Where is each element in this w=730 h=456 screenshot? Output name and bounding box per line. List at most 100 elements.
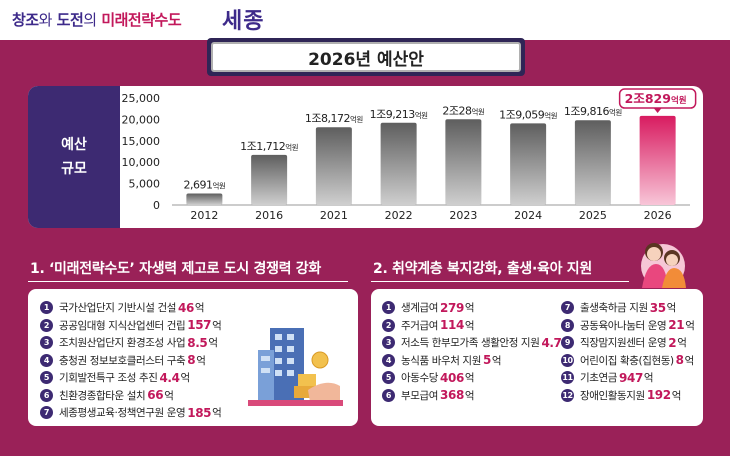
item-text: 부모급여 — [401, 389, 439, 402]
item-text: 저소득 한부모가족 생활안정 지원 — [401, 337, 540, 350]
chart-label-line1: 예산 — [61, 137, 87, 153]
section1-title: 1. ‘미래전략수도’ 자생력 제고로 도시 경쟁력 강화 — [30, 261, 321, 277]
item-unit: 억 — [164, 389, 174, 402]
item-unit: 억 — [464, 389, 475, 402]
list-item: 9 직장맘지원센터 운영 2 억 — [561, 334, 694, 352]
data-label-unit: 억원 — [212, 181, 225, 190]
city-logo: 세종 — [222, 9, 265, 34]
item-amount: 2 — [668, 335, 677, 350]
slogan: 창조와 도전의 미래전략수도 — [12, 9, 182, 30]
list-item: 2 공공임대형 지식산업센터 건립 157 억 — [40, 317, 222, 335]
item-text: 친환경종합타운 설치 — [59, 389, 146, 402]
item-number-badge: 12 — [561, 388, 574, 402]
data-label-value: 1조9,059 — [499, 108, 545, 121]
x-tick-label: 2021 — [320, 209, 348, 222]
item-text: 어린이집 확충(집현동) — [580, 354, 674, 367]
y-tick-label: 15,000 — [122, 135, 161, 148]
slogan-part3: 미래전략수도 — [101, 11, 182, 29]
item-unit: 억 — [666, 302, 677, 315]
item-amount: 8 — [675, 353, 684, 368]
data-label-unit: 억원 — [415, 111, 428, 120]
x-tick-label: 2025 — [579, 209, 607, 222]
data-label-value: 2,691 — [183, 178, 212, 191]
item-number-badge: 7 — [561, 301, 574, 315]
item-text: 직장맘지원센터 운영 — [580, 337, 667, 350]
item-amount: 368 — [440, 388, 464, 403]
list-item: 10 어린이집 확충(집현동) 8 억 — [561, 352, 694, 370]
item-number-badge: 10 — [561, 353, 574, 367]
slogan-part2: 도전 — [56, 11, 84, 29]
item-text: 농식품 바우처 지원 — [401, 354, 481, 367]
item-amount: 5 — [482, 353, 491, 368]
slogan-part1: 창조 — [12, 11, 39, 29]
x-tick-label: 2023 — [449, 209, 477, 222]
list-item: 11 기초연금 947 억 — [561, 369, 694, 387]
chart-label-line2: 규모 — [61, 161, 87, 177]
bar-2021 — [315, 127, 352, 205]
family-illustration-icon — [641, 243, 686, 288]
y-tick-label: 5,000 — [129, 178, 161, 191]
item-text: 출생축하금 지원 — [580, 302, 648, 315]
item-amount: 185 — [187, 405, 212, 420]
item-unit: 억 — [212, 407, 222, 420]
item-unit: 억 — [671, 389, 682, 402]
section1-divider — [28, 281, 348, 282]
x-tick-label: 2026 — [644, 209, 672, 222]
y-tick-label: 20,000 — [122, 113, 161, 126]
x-tick-label: 2022 — [385, 209, 413, 222]
item-amount: 8.5 — [187, 335, 208, 350]
bar-2025 — [574, 120, 611, 205]
data-label: 1조9,816억원 — [564, 105, 623, 118]
item-number-badge: 7 — [40, 406, 53, 420]
highlight-callout-pointer — [653, 108, 662, 113]
list-item: 5 기회발전특구 조성 추진 4.4 억 — [40, 369, 221, 387]
x-tick-label: 2016 — [255, 209, 283, 222]
item-number-badge: 3 — [382, 336, 395, 350]
item-text: 기초연금 — [580, 372, 618, 385]
list-item: 4 농식품 바우처 지원 5 억 — [382, 352, 572, 370]
data-label-value: 2조28 — [442, 104, 472, 117]
chart-label: 예산 규모 — [28, 86, 120, 228]
item-unit: 억 — [196, 354, 206, 367]
bar-2016 — [251, 154, 288, 205]
x-tick-label: 2012 — [190, 209, 218, 222]
list-item: 7 세종평생교육·정책연구원 운영 185 억 — [40, 404, 222, 422]
data-label-unit: 억원 — [350, 115, 363, 124]
item-number-badge: 2 — [382, 318, 395, 332]
item-text: 공동육아나눔터 운영 — [580, 319, 667, 332]
item-text: 세종평생교육·정책연구원 운영 — [59, 407, 186, 420]
list-item: 7 출생축하금 지원 35 억 — [561, 299, 694, 317]
item-amount: 46 — [178, 300, 194, 315]
x-tick-label: 2024 — [514, 209, 542, 222]
data-label-value: 1조8,172 — [305, 112, 350, 125]
item-amount: 279 — [440, 300, 464, 315]
item-number-badge: 6 — [382, 388, 395, 402]
item-number-badge: 9 — [561, 336, 574, 350]
item-amount: 21 — [668, 318, 685, 333]
header-bar — [0, 0, 730, 40]
list-item: 2 주거급여 114 억 — [382, 317, 572, 335]
item-number-badge: 1 — [40, 301, 53, 315]
list-item: 1 국가산업단지 기반시설 건설 46 억 — [40, 299, 221, 317]
data-label-unit: 억원 — [544, 111, 557, 120]
bar-2012 — [186, 193, 223, 205]
item-unit: 억 — [491, 354, 502, 367]
list-item: 4 충청권 정보보호클러스터 구축 8 억 — [40, 352, 221, 370]
item-amount: 35 — [649, 300, 666, 315]
bar-2022 — [380, 122, 417, 205]
section2-title: 2. 취약계층 복지강화, 출생·육아 지원 — [373, 261, 592, 277]
item-unit: 억 — [684, 354, 695, 367]
item-number-badge: 5 — [40, 371, 53, 385]
data-label-value: 1조9,816 — [564, 105, 610, 118]
item-number-badge: 4 — [382, 353, 395, 367]
list-item: 12 장애인활동지원 192 억 — [561, 387, 694, 405]
list-item: 1 생계급여 279 억 — [382, 299, 572, 317]
item-unit: 억 — [180, 372, 191, 385]
data-label: 1조8,172억원 — [305, 112, 364, 125]
list-item: 3 조치원산업단지 환경조성 사업 8.5 억 — [40, 334, 221, 352]
item-unit: 억 — [677, 337, 687, 350]
item-amount: 8 — [187, 353, 196, 368]
item-unit: 억 — [212, 319, 222, 332]
